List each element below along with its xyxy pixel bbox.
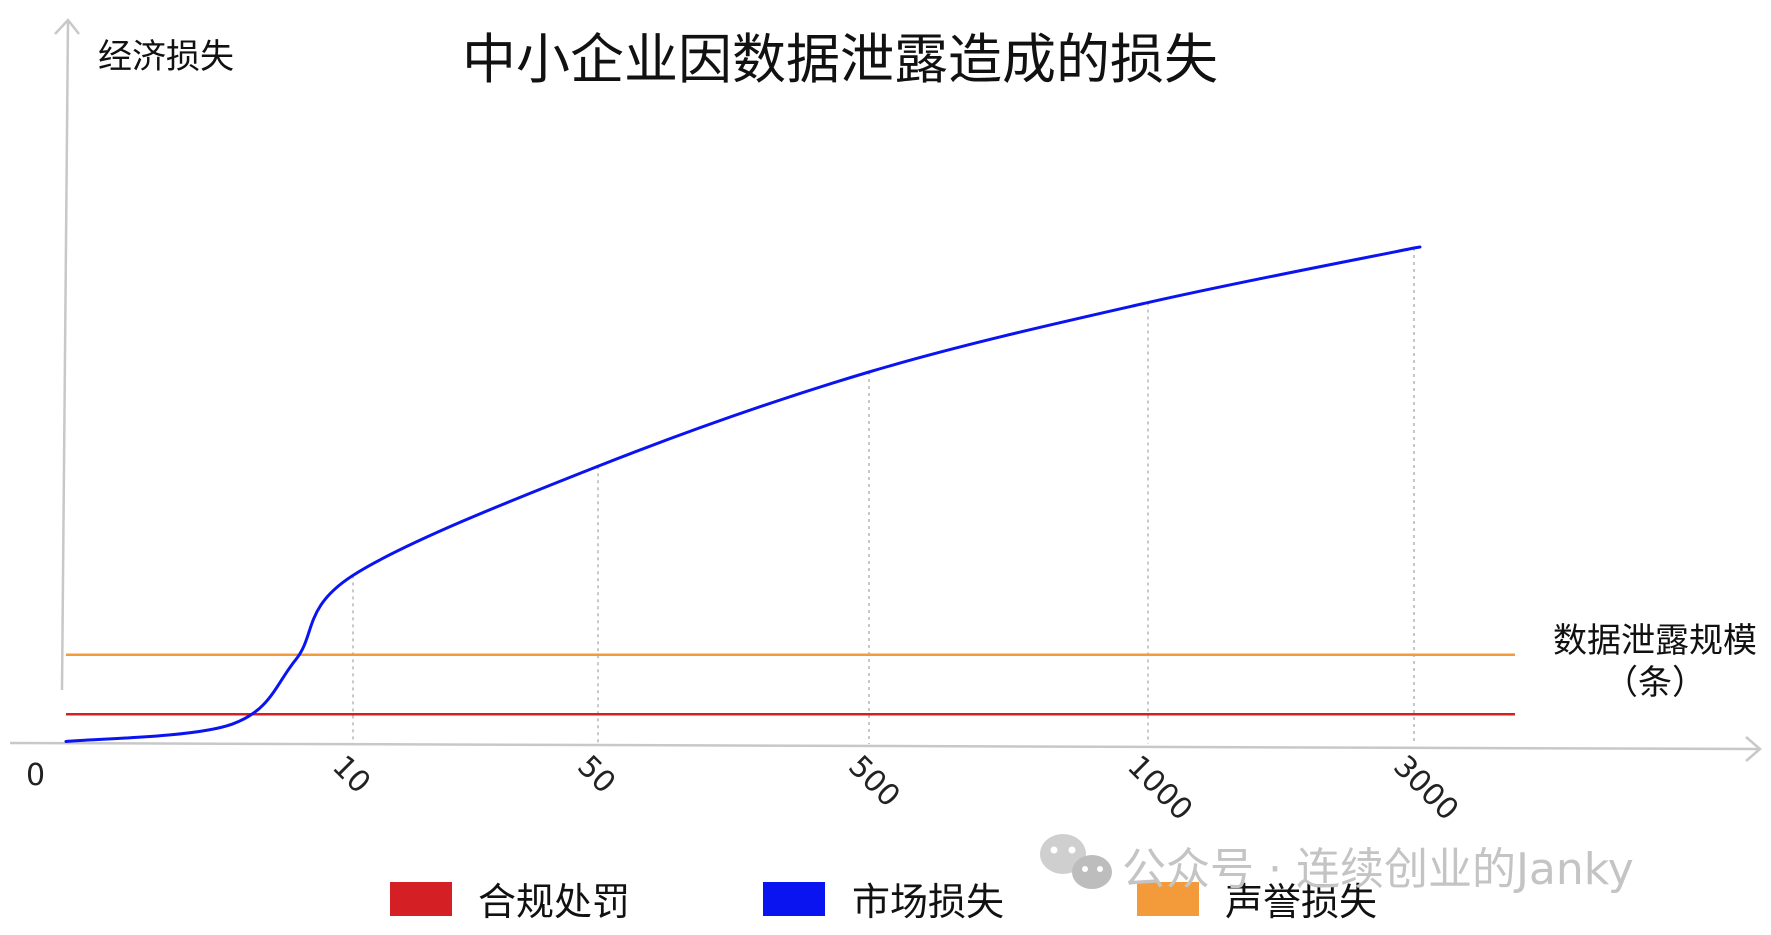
chart-title: 中小企业因数据泄露造成的损失 [462, 28, 1218, 91]
x-tick-label-10: 10 [325, 749, 377, 801]
x-tick-label-50: 50 [570, 749, 622, 801]
y-axis-arrow [54, 18, 80, 35]
x-axis [9, 741, 1761, 751]
x-tick-label-3000: 3000 [1386, 749, 1465, 828]
legend-label-reputation: 声誉损失 [1225, 880, 1377, 924]
x-tick-label-1000: 1000 [1120, 749, 1199, 828]
wechat-icon [1040, 834, 1112, 889]
legend-label-compliance: 合规处罚 [478, 880, 630, 924]
watermark-text: 公众号 · 连续创业的Janky [1122, 844, 1634, 895]
series-line-市场损失 [64, 245, 1422, 744]
curve-layer [64, 245, 1422, 744]
reference-lines [66, 653, 1515, 716]
legend-label-market: 市场损失 [852, 880, 1004, 924]
legend-swatch-market [763, 882, 825, 916]
x-tick-label-500: 500 [841, 749, 906, 814]
x-axis-label-line1: 数据泄露规模 [1553, 621, 1757, 661]
origin-label: 0 [26, 758, 45, 793]
watermark: 公众号 · 连续创业的Janky [1040, 834, 1634, 895]
x-tick-labels: 10 50 500 1000 3000 [325, 749, 1465, 828]
gridlines [352, 248, 1415, 744]
legend-swatch-reputation [1137, 882, 1199, 916]
y-axis-label: 经济损失 [98, 37, 234, 77]
x-axis-arrow [1745, 736, 1762, 762]
legend: 合规处罚 市场损失 声誉损失 [390, 880, 1377, 924]
legend-swatch-compliance [390, 882, 452, 916]
y-axis [60, 19, 70, 691]
x-axis-label-line2: （条） [1604, 663, 1706, 703]
